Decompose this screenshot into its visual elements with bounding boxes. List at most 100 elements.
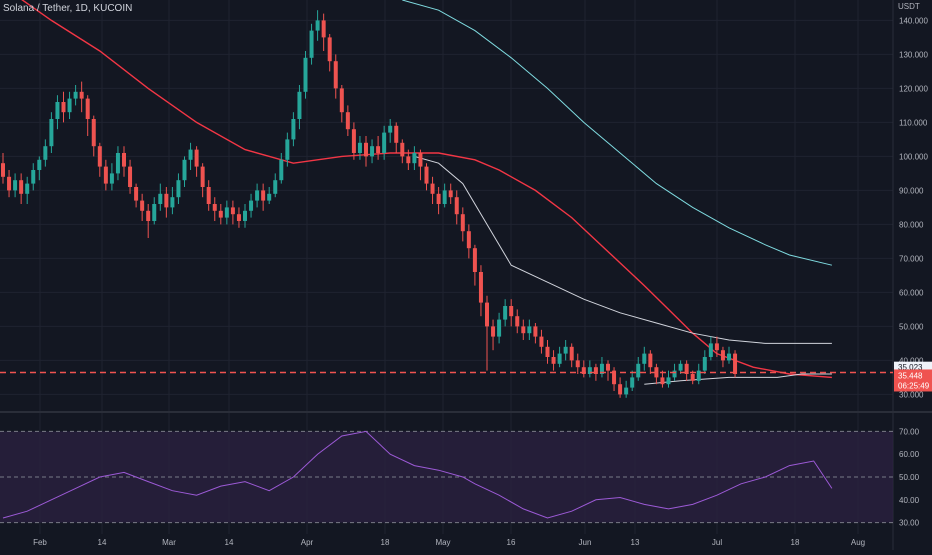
candle-body (394, 125, 399, 143)
candle-body (364, 142, 368, 157)
candle-body (212, 204, 217, 211)
candle-body (606, 363, 610, 371)
candle (152, 197, 157, 225)
candle-body (454, 197, 459, 215)
candle (243, 204, 247, 228)
y-tick-label: 30.000 (899, 390, 924, 399)
candle-body (31, 170, 36, 184)
candle (1, 153, 5, 184)
candle (448, 183, 453, 204)
y-tick-label: 80.000 (899, 220, 924, 229)
candle (158, 183, 163, 211)
candle (727, 346, 731, 364)
candle-body (581, 367, 586, 374)
candle (321, 13, 326, 51)
candle-body (97, 146, 102, 167)
candle-body (382, 132, 387, 153)
candle (13, 173, 18, 198)
candle-body (200, 166, 205, 187)
candle (61, 91, 66, 123)
candle (654, 363, 659, 385)
candle (109, 163, 114, 191)
candle-body (442, 190, 447, 204)
candle (79, 81, 84, 113)
candle-body (684, 363, 689, 374)
candle-body (79, 91, 84, 99)
candle (176, 173, 181, 204)
candle-body (249, 200, 254, 211)
candle (478, 265, 483, 317)
candle (37, 156, 42, 181)
candle-body (466, 231, 471, 249)
candle (394, 122, 399, 153)
candle-body (115, 153, 120, 174)
candle-body (255, 190, 260, 201)
candle-body (85, 98, 90, 119)
candle-body (593, 367, 598, 374)
candle-body (339, 88, 344, 113)
candle-body (164, 193, 169, 208)
candle-body (485, 302, 489, 327)
candle-body (140, 200, 145, 211)
candle (182, 156, 187, 187)
candle (472, 244, 477, 286)
candle-body (279, 159, 284, 181)
candle (370, 139, 375, 164)
candle-body (152, 204, 157, 221)
candle (206, 180, 211, 211)
candle (551, 350, 556, 371)
candle (557, 346, 562, 368)
candle (503, 299, 508, 327)
candle-body (696, 370, 701, 381)
candle (67, 91, 72, 119)
candle (273, 173, 278, 198)
candle-body (67, 98, 72, 113)
candle-body (13, 180, 18, 191)
candle-body (533, 326, 538, 337)
marker-price-label: 35.023 (898, 363, 923, 372)
candle-body (182, 159, 187, 181)
candle (521, 319, 526, 340)
candle-body (654, 367, 659, 378)
x-tick-label: 14 (225, 538, 234, 547)
candle (164, 187, 169, 218)
candle (212, 197, 217, 221)
last-price-bg (894, 369, 932, 392)
candle-body (158, 193, 163, 204)
candle-body (551, 357, 556, 364)
candle-body (122, 153, 126, 167)
candle (267, 187, 272, 204)
candle (497, 312, 502, 344)
x-tick-label: 16 (507, 538, 516, 547)
ma-white-line (414, 155, 832, 344)
candle (569, 343, 574, 368)
candle (624, 380, 629, 398)
candle-body (714, 343, 719, 351)
candle (73, 85, 78, 106)
x-tick-label: Jun (579, 538, 592, 547)
candle (720, 346, 725, 368)
candle (684, 360, 689, 381)
candle-body (321, 20, 326, 38)
candle-body (291, 119, 296, 140)
candle (339, 85, 344, 123)
candle-body (563, 346, 568, 354)
rsi-tick-label: 70.00 (899, 427, 920, 436)
candle-body (630, 377, 635, 388)
candle-body (672, 370, 677, 378)
y-tick-label: 60.000 (899, 288, 924, 297)
candle-body (599, 363, 604, 374)
candle-body (515, 316, 520, 327)
candle (7, 170, 12, 198)
candle-body (527, 326, 532, 334)
candle-body (497, 319, 502, 337)
chart-title: Solana / Tether, 1D, KUCOIN (3, 3, 133, 14)
candle-body (230, 207, 235, 215)
x-tick-label: Feb (33, 538, 47, 547)
candle-body (73, 91, 78, 99)
candle-body (236, 214, 241, 221)
candle-body (472, 248, 477, 272)
candle-body (1, 163, 5, 177)
